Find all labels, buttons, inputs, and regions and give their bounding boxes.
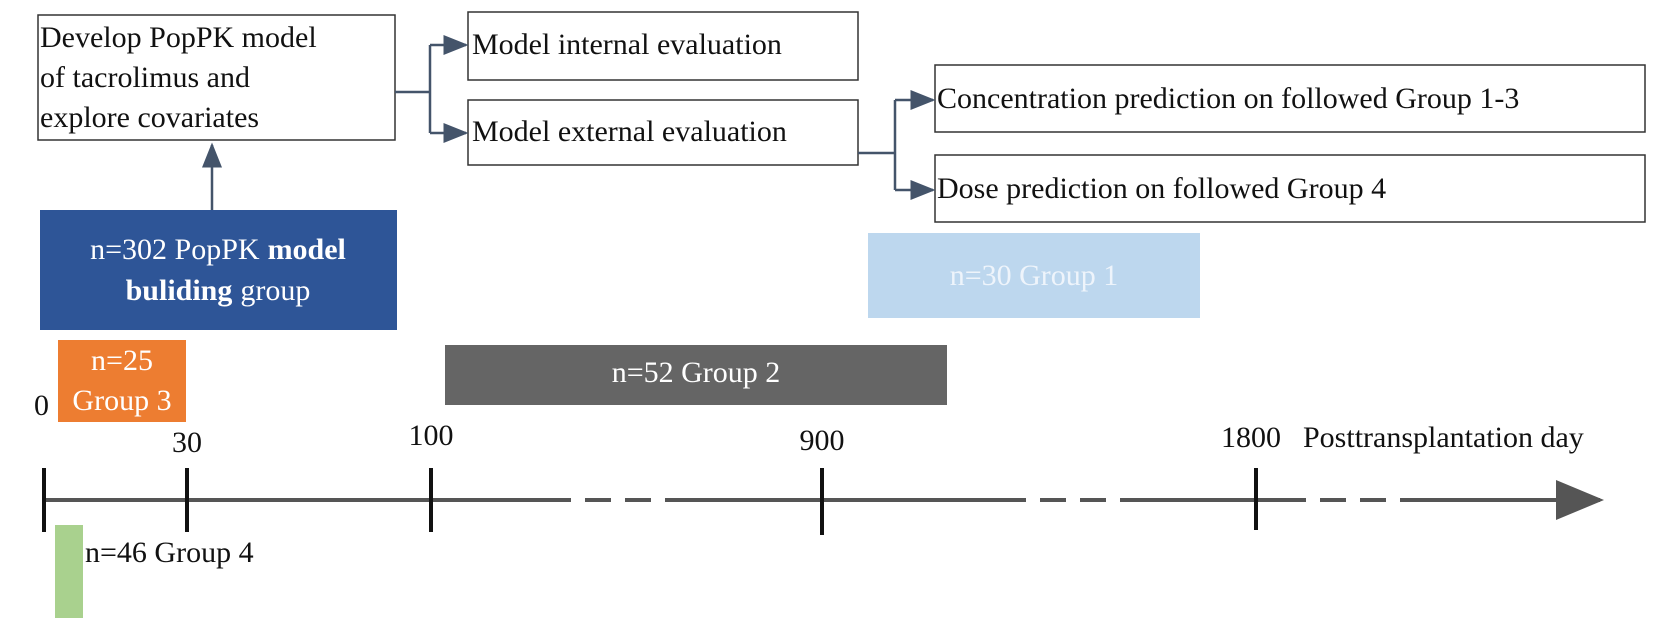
- develop-text: Develop PopPK model: [40, 21, 317, 54]
- group4-bar: [55, 525, 83, 618]
- internal-box: [467, 11, 859, 81]
- internal-text: Model internal evaluation: [472, 28, 782, 61]
- connectors: [202, 35, 936, 210]
- timeline-ticks: [42, 468, 1258, 535]
- tick-label: 100: [409, 419, 454, 452]
- concentration-text: Concentration prediction on followed Gro…: [937, 82, 1519, 115]
- group4-text: n=46 Group 4: [85, 536, 254, 569]
- develop-text: of tacrolimus and: [40, 61, 250, 94]
- develop-text: explore covariates: [40, 101, 259, 134]
- external-box: [467, 99, 859, 166]
- tick-label: 900: [800, 424, 845, 457]
- group3-text: Group 3: [72, 384, 171, 417]
- building-text: n=302 PopPK model: [90, 233, 346, 266]
- concentration-box: [934, 64, 1646, 133]
- group1-bar: [868, 233, 1200, 318]
- group3-text: n=25: [91, 344, 153, 377]
- develop-box: [37, 14, 396, 141]
- tick-label: 1800: [1221, 421, 1281, 454]
- group2-text: n=52 Group 2: [612, 356, 781, 389]
- group1-text: n=30 Group 1: [950, 259, 1119, 292]
- dose-box: [934, 154, 1646, 223]
- building-group: [40, 210, 397, 330]
- axis-label: Posttransplantation day: [1303, 421, 1584, 454]
- external-text: Model external evaluation: [472, 115, 787, 148]
- group3-bar: [58, 340, 186, 422]
- tick-label: 30: [172, 426, 202, 459]
- building-text: buliding group: [126, 274, 311, 307]
- tick-label: 0: [34, 389, 49, 422]
- dose-text: Dose prediction on followed Group 4: [937, 172, 1386, 205]
- group2-bar: [445, 345, 947, 405]
